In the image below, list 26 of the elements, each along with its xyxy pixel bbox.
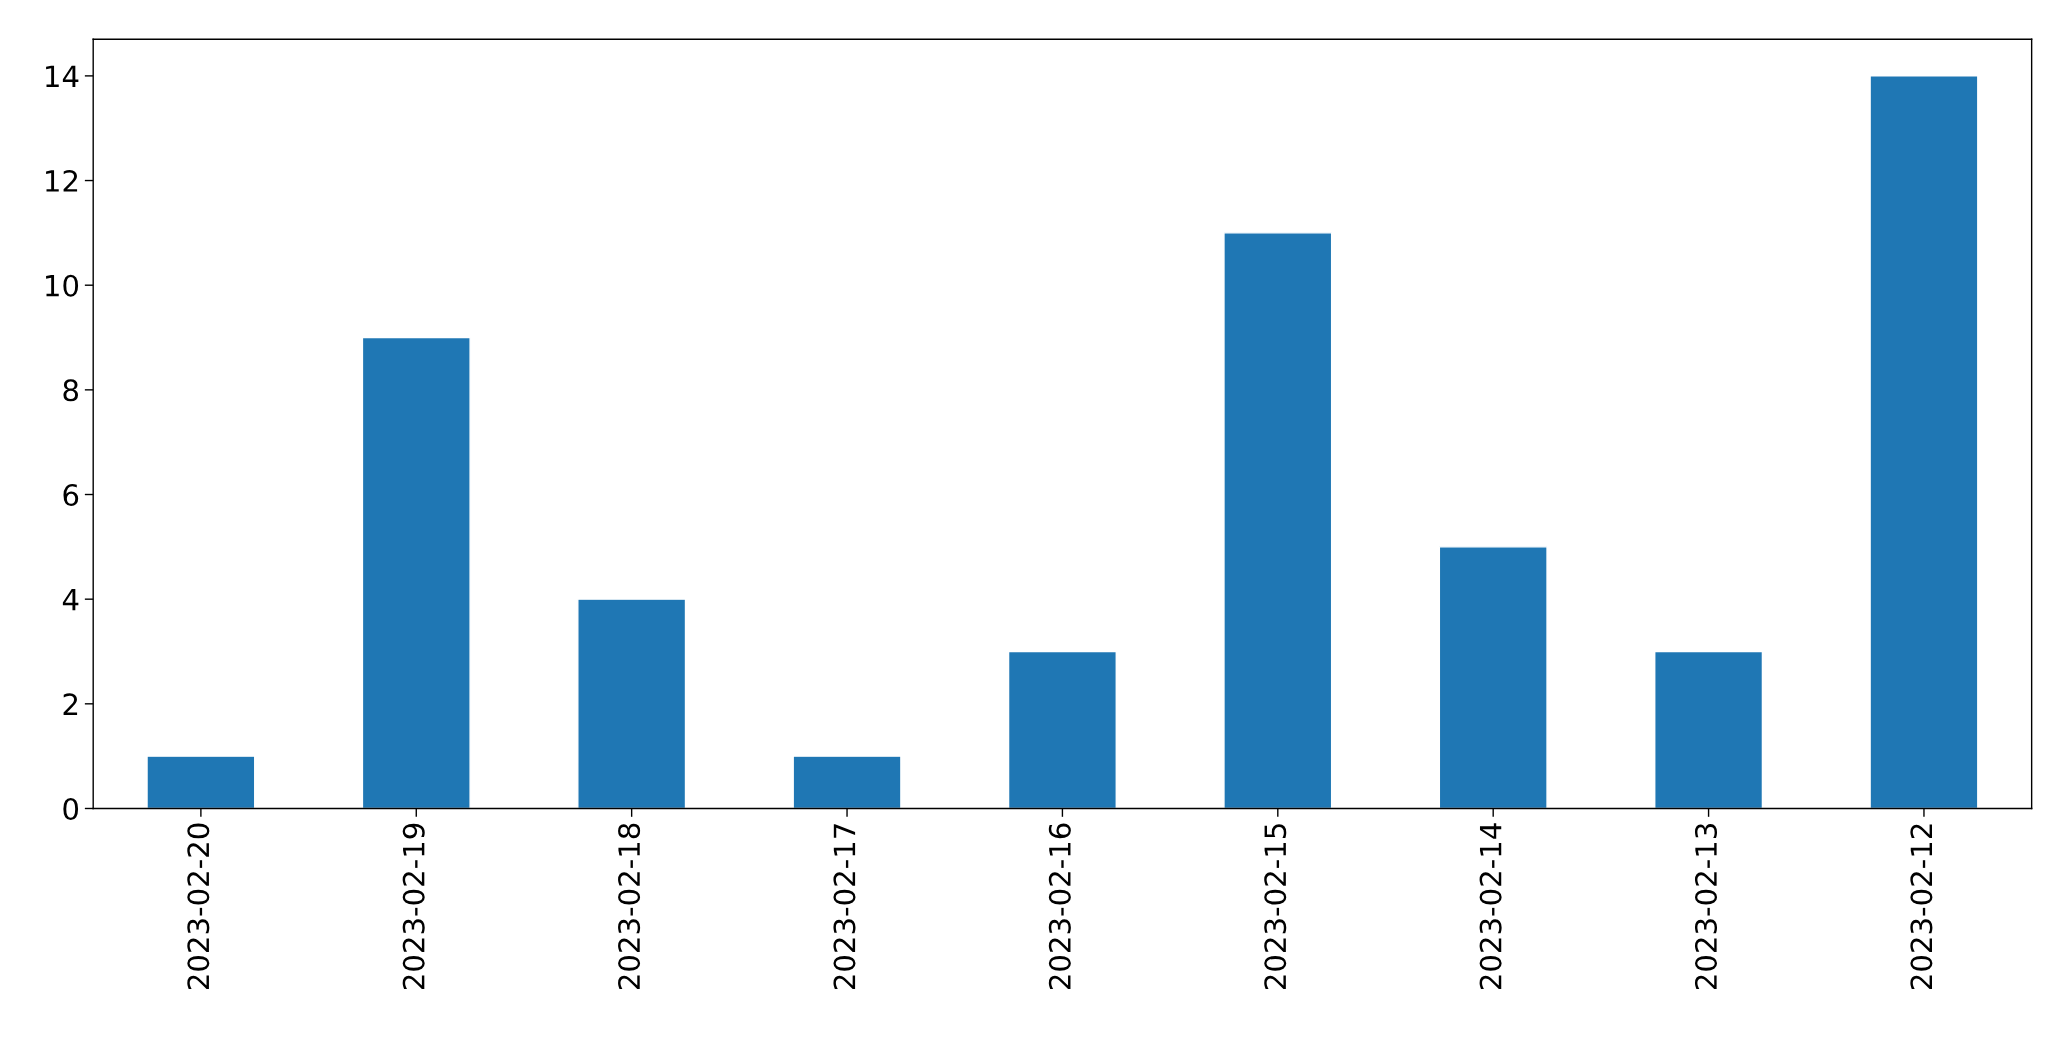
y-tick-label: 8: [63, 379, 78, 402]
bar: [1869, 75, 1979, 809]
y-tick-label: 0: [63, 797, 79, 820]
x-tick-label: 2023-02-17: [833, 824, 856, 990]
bar: [577, 598, 687, 809]
bar: [792, 755, 902, 809]
bar: [1654, 650, 1764, 809]
x-tick-label: 2023-02-16: [1048, 823, 1071, 990]
bar: [146, 755, 256, 809]
y-tick-label: 14: [46, 65, 79, 87]
bar: [1223, 232, 1333, 809]
y-tick-label: 2: [63, 693, 78, 715]
x-tick-label: 2023-02-14: [1479, 823, 1502, 990]
bar: [1007, 650, 1117, 809]
x-tick-label: 2023-02-15: [1264, 824, 1287, 990]
bar: [1438, 546, 1548, 809]
y-tick-label: 10: [46, 274, 79, 297]
x-tick-label: 2023-02-12: [1910, 824, 1933, 990]
y-tick-label: 4: [62, 588, 79, 611]
x-tick-label: 2023-02-13: [1694, 824, 1718, 990]
x-tick-label: 2023-02-20: [187, 823, 210, 990]
bar: [361, 336, 471, 809]
y-tick-label: 12: [46, 169, 78, 192]
y-tick-label: 6: [63, 483, 79, 507]
x-tick-label: 2023-02-18: [618, 823, 641, 990]
x-tick-label: 2023-02-19: [402, 823, 425, 990]
